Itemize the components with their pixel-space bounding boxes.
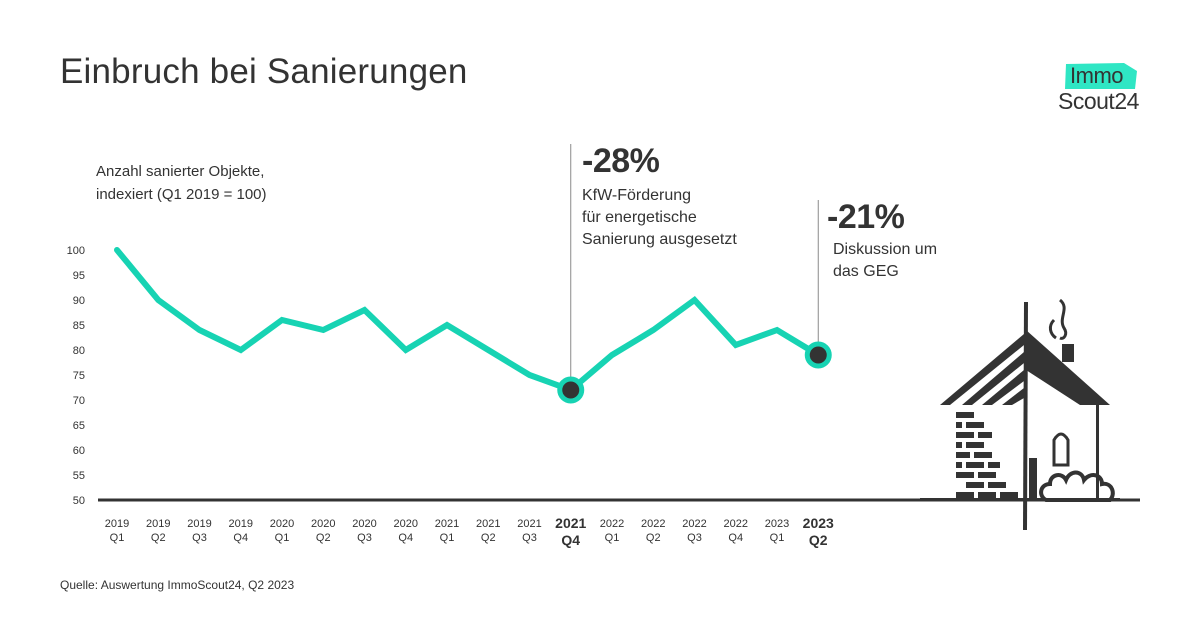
annotation-line: Diskussion um — [833, 241, 938, 258]
x-tick-label-quarter: Q2 — [481, 532, 496, 544]
x-tick-label-year: 2021 — [517, 518, 541, 530]
x-tick-label-quarter: Q1 — [110, 532, 125, 544]
x-tick-label-year: 2019 — [146, 518, 170, 530]
x-tick-label-year: 2020 — [311, 518, 335, 530]
x-tick-label-year: 2022 — [724, 518, 748, 530]
x-axis: 2019 Q1 2019 Q2 2019 Q3 2019 Q4 2020 Q1 2020 Q2 2020… — [105, 515, 834, 548]
x-tick-label-quarter: Q3 — [192, 532, 207, 544]
x-tick-label-quarter: Q2 — [809, 532, 828, 548]
y-tick-label: 75 — [73, 370, 85, 382]
x-tick-label-quarter: Q3 — [687, 532, 702, 544]
y-tick-label: 60 — [73, 445, 85, 457]
series-line — [114, 247, 822, 394]
x-tick-label-year: 2023 — [803, 515, 834, 531]
x-tick-label-quarter: Q1 — [770, 532, 785, 544]
x-tick-label-year: 2023 — [765, 518, 789, 530]
y-tick-label: 50 — [73, 495, 85, 507]
x-tick-label-year: 2019 — [187, 518, 211, 530]
y-tick-label: 100 — [67, 245, 85, 257]
x-tick-label-quarter: Q4 — [728, 532, 743, 544]
x-tick-label-year: 2020 — [270, 518, 294, 530]
y-tick-label: 70 — [73, 395, 85, 407]
annotation-line: KfW-Förderung — [582, 187, 692, 204]
y-tick-label: 65 — [73, 420, 85, 432]
data-points — [557, 341, 832, 404]
annotation-leader-lines — [570, 144, 819, 390]
page-title: Einbruch bei Sanierungen — [60, 52, 468, 91]
x-tick-label-quarter: Q3 — [357, 532, 372, 544]
annotation-line: für energetische — [582, 209, 697, 226]
x-tick-label-quarter: Q4 — [398, 532, 413, 544]
annotation-line: das GEG — [833, 263, 899, 280]
x-tick-label-year: 2022 — [682, 518, 706, 530]
logo-text-scout24: Scout24 — [1058, 88, 1139, 114]
annotation-kfw: -28% KfW-Förderung für energetische Sani… — [582, 142, 737, 251]
y-tick-label: 90 — [73, 295, 85, 307]
immoscout24-logo: Immo Scout24 — [1056, 62, 1146, 118]
x-tick-label-quarter: Q4 — [233, 532, 248, 544]
chart-subtitle: Anzahl sanierter Objekte, indexiert (Q1 … — [96, 160, 267, 206]
y-tick-label: 55 — [73, 470, 85, 482]
source-note: Quelle: Auswertung ImmoScout24, Q2 2023 — [60, 578, 295, 592]
y-tick-label: 95 — [73, 270, 85, 282]
highlight-point-marker — [804, 341, 832, 369]
x-tick-label-quarter: Q1 — [605, 532, 620, 544]
subtitle-line-1: Anzahl sanierter Objekte, — [96, 163, 265, 180]
x-tick-label-year: 2021 — [476, 518, 500, 530]
logo-text-immo: Immo — [1070, 63, 1124, 88]
x-tick-label-quarter: Q2 — [151, 532, 166, 544]
x-tick-label-quarter: Q1 — [440, 532, 455, 544]
highlight-point-marker — [557, 376, 585, 404]
x-tick-label-quarter: Q3 — [522, 532, 537, 544]
house-illustration-icon — [920, 298, 1120, 530]
x-tick-label-year: 2020 — [394, 518, 418, 530]
x-tick-label-quarter: Q2 — [646, 532, 661, 544]
annotation-line: Sanierung ausgesetzt — [582, 231, 737, 248]
x-tick-label-year: 2022 — [641, 518, 665, 530]
x-tick-label-quarter: Q4 — [561, 532, 580, 548]
y-tick-label: 80 — [73, 345, 85, 357]
x-tick-label-year: 2019 — [105, 518, 129, 530]
subtitle-line-2: indexiert (Q1 2019 = 100) — [96, 186, 267, 203]
annotation-geg: -21% Diskussion um das GEG — [827, 198, 937, 283]
x-tick-label-year: 2021 — [435, 518, 459, 530]
y-axis: 100 95 90 85 80 75 70 65 60 55 50 — [67, 245, 85, 507]
logo-tag-shape — [1065, 63, 1137, 89]
y-tick-label: 85 — [73, 320, 85, 332]
annotation-percent: -28% — [582, 142, 660, 180]
annotation-percent: -21% — [827, 198, 905, 236]
x-tick-label-year: 2022 — [600, 518, 624, 530]
x-tick-label-quarter: Q2 — [316, 532, 331, 544]
x-tick-label-year: 2020 — [352, 518, 376, 530]
x-tick-label-year: 2021 — [555, 515, 586, 531]
x-tick-label-quarter: Q1 — [275, 532, 290, 544]
x-tick-label-year: 2019 — [229, 518, 253, 530]
